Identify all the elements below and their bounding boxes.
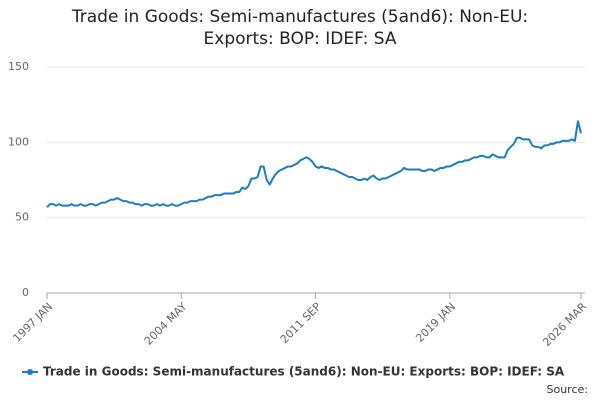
x-tick-label: 2019 JAN bbox=[413, 300, 458, 345]
y-tick-label: 150 bbox=[8, 60, 29, 73]
source: Source: bbox=[547, 383, 589, 396]
y-tick-label: 0 bbox=[22, 286, 29, 299]
y-tick-label: 100 bbox=[8, 135, 29, 148]
y-tick-label: 50 bbox=[15, 211, 29, 224]
x-tick-label: 2011 SEP bbox=[278, 300, 324, 346]
chart-title: Trade in Goods: Semi-manufactures (5and6… bbox=[71, 7, 529, 49]
x-tick-label: 2004 MAY bbox=[142, 300, 190, 348]
legend-marker bbox=[27, 369, 33, 375]
x-tick-label: 2026 MAR bbox=[540, 300, 589, 349]
x-tick-label: 1997 JAN bbox=[10, 300, 55, 345]
series-line bbox=[46, 120, 582, 208]
legend-label: Trade in Goods: Semi-manufactures (5and6… bbox=[43, 365, 565, 379]
